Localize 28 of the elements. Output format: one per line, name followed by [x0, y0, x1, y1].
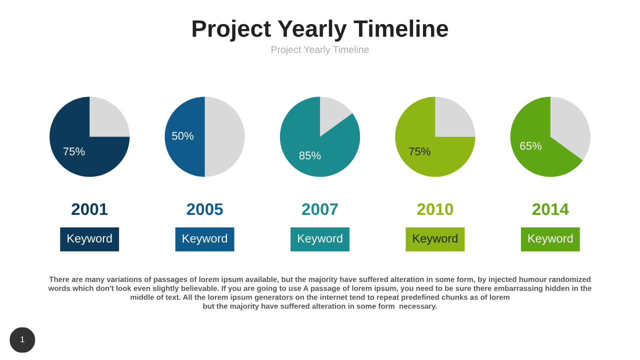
pie-slice	[435, 96, 476, 137]
text: Keyword	[182, 234, 228, 245]
text: Keyword	[413, 234, 458, 245]
text: Project Yearly Timeline	[192, 20, 448, 42]
pie-slice	[550, 96, 590, 160]
text: Project Yearly Timeline	[272, 46, 369, 55]
text: 2014	[532, 203, 569, 216]
data-label: 75%	[409, 148, 430, 156]
pie-slice	[204, 96, 245, 177]
text: 2010	[417, 203, 454, 216]
pie-slice	[280, 96, 360, 177]
text: 2007	[302, 203, 338, 216]
pie-slice	[50, 96, 130, 177]
text: 2001	[72, 203, 108, 216]
text: Keyword	[298, 234, 342, 245]
text: 1	[20, 336, 24, 342]
data-label: 50%	[172, 132, 194, 140]
text: Keyword	[528, 234, 573, 245]
pie-slice	[320, 96, 352, 137]
pie-slice	[395, 96, 476, 177]
data-label: 65%	[520, 142, 542, 150]
pie-slice	[510, 96, 583, 177]
text: Keyword	[68, 234, 112, 245]
data-label: 85%	[299, 152, 321, 160]
pie-slice	[90, 96, 130, 137]
pie-slice	[164, 96, 205, 177]
data-label: 75%	[63, 148, 85, 156]
text: 2005	[186, 203, 223, 216]
